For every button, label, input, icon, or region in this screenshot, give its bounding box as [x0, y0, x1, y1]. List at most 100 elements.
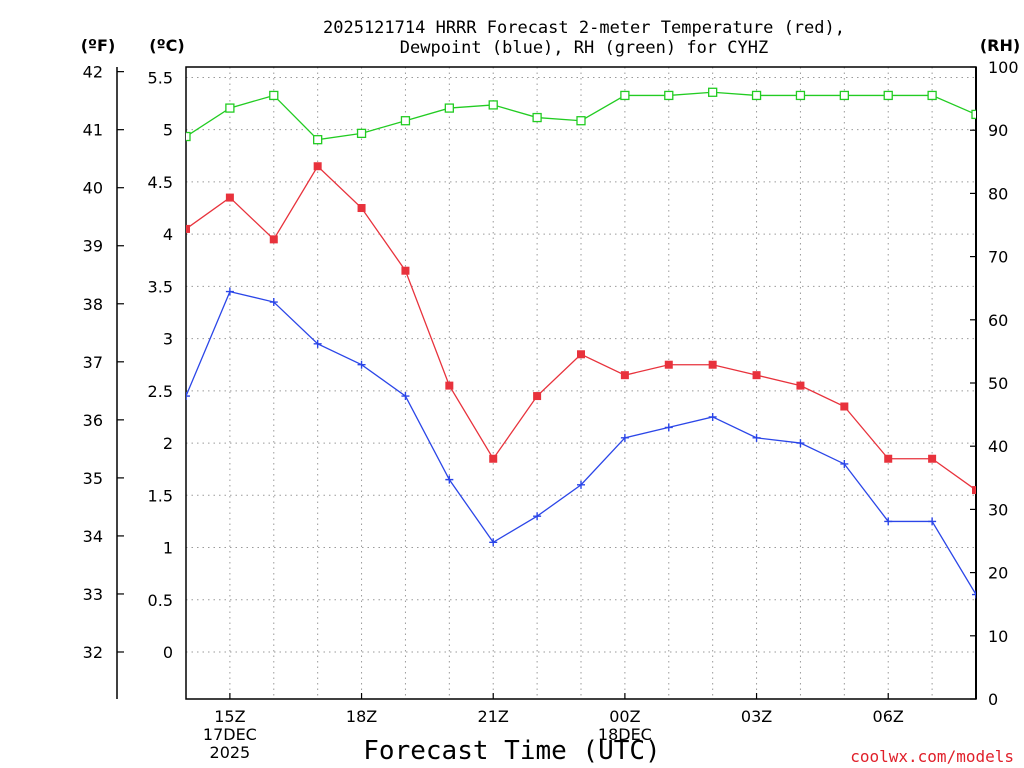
- x-tick-label: 06Z: [873, 707, 904, 726]
- rh-point: [186, 131, 191, 142]
- y-tick-label-celsius: 3.5: [148, 277, 173, 296]
- y-tick-label-rh: 70: [988, 248, 1008, 267]
- rh-point: [576, 116, 586, 126]
- y-tick-label-rh: 80: [988, 184, 1008, 203]
- dewpoint-point: [445, 475, 454, 484]
- temperature-point: [840, 402, 849, 411]
- dewpoint-point: [489, 538, 498, 547]
- y-tick-label-fahrenheit: 41: [83, 121, 103, 140]
- dewpoint-point: [269, 298, 278, 307]
- y-tick-label-rh: 10: [988, 627, 1008, 646]
- data-series: [186, 87, 976, 599]
- rh-point: [971, 109, 976, 120]
- y-tick-label-celsius: 1: [163, 539, 173, 558]
- y-tick-label-fahrenheit: 34: [83, 527, 103, 546]
- y-tick-label-rh: 90: [988, 121, 1008, 140]
- y-tick-label-rh: 100: [988, 58, 1019, 77]
- y-tick-label-fahrenheit: 35: [83, 469, 103, 488]
- series-dewpoint: [186, 287, 976, 599]
- y-tick-label-celsius: 1.5: [148, 486, 173, 505]
- x-tick-label: 2025: [210, 743, 251, 762]
- axes: [116, 66, 977, 700]
- y-tick-label-rh: 0: [988, 690, 998, 709]
- dewpoint-point: [357, 360, 366, 369]
- dewpoint-point: [928, 517, 937, 526]
- rh-point: [883, 90, 893, 101]
- temperature-point: [533, 392, 542, 401]
- dewpoint-point: [752, 433, 761, 442]
- y-tick-label-celsius: 0: [163, 643, 173, 662]
- y-tick-label-celsius: 4: [163, 225, 173, 244]
- temperature-point: [401, 266, 410, 275]
- rh-point: [532, 112, 542, 123]
- y-tick-label-celsius: 2.5: [148, 382, 173, 401]
- grid-lines: [186, 67, 976, 699]
- temperature-point: [664, 360, 673, 369]
- y-tick-label-celsius: 5.5: [148, 68, 173, 87]
- y-tick-label-celsius: 2: [163, 434, 173, 453]
- temperature-point: [577, 350, 585, 359]
- dewpoint-point: [708, 412, 717, 421]
- rh-line: [186, 91, 976, 141]
- rh-point: [400, 116, 411, 126]
- y-tick-label-rh: 40: [988, 437, 1008, 456]
- temperature-point: [269, 235, 278, 244]
- temperature-point: [972, 486, 976, 495]
- temperature-point: [884, 454, 893, 463]
- y-tick-label-fahrenheit: 32: [83, 643, 103, 662]
- dewpoint-point: [620, 433, 629, 442]
- rh-point: [795, 90, 806, 101]
- y-tick-label-fahrenheit: 40: [83, 179, 103, 198]
- rh-point: [839, 90, 849, 101]
- dewpoint-point: [840, 459, 849, 468]
- dewpoint-point: [577, 480, 585, 489]
- temperature-point: [752, 371, 761, 380]
- chart-title-line1: 2025121714 HRRR Forecast 2-meter Tempera…: [323, 18, 845, 38]
- temperature-point: [620, 371, 629, 380]
- x-tick-label: 17DEC: [203, 725, 257, 744]
- dewpoint-point: [796, 439, 805, 448]
- dewpoint-point: [972, 590, 976, 599]
- x-axis-title: Forecast Time (UTC): [363, 736, 660, 766]
- dewpoint-point: [225, 287, 234, 296]
- y-tick-label-fahrenheit: 37: [83, 353, 103, 372]
- y-tick-label-fahrenheit: 42: [83, 63, 103, 82]
- y-tick-label-rh: 50: [988, 374, 1008, 393]
- rh-point: [708, 87, 718, 97]
- rh-point: [488, 100, 498, 110]
- temperature-point: [313, 162, 322, 171]
- rh-point: [444, 103, 454, 113]
- dewpoint-point: [313, 339, 322, 348]
- source-credit: coolwx.com/models: [850, 747, 1014, 766]
- temperature-point: [489, 454, 498, 463]
- y-tick-label-celsius: 4.5: [148, 173, 173, 192]
- unit-label-celsius: (ºC): [149, 36, 184, 55]
- y-tick-label-celsius: 3: [163, 330, 173, 349]
- dewpoint-point: [401, 392, 410, 401]
- x-tick-label: 03Z: [741, 707, 772, 726]
- x-tick-label: 18DEC: [598, 725, 652, 744]
- rh-point: [225, 103, 235, 113]
- y-tick-label-fahrenheit: 36: [83, 411, 103, 430]
- tick-labels: 0 0.5 1 1.5 2 2.5 3 3.5 4 4.5 5 5.5 32 33 34 35 36 37 38 39…: [83, 58, 1019, 762]
- temperature-point: [928, 454, 937, 463]
- y-tick-label-celsius: 5: [163, 121, 173, 140]
- y-tick-label-rh: 30: [988, 500, 1008, 519]
- rh-point: [751, 90, 762, 101]
- dewpoint-point: [884, 517, 893, 526]
- series-rh: [186, 87, 976, 145]
- y-tick-label-fahrenheit: 33: [83, 585, 103, 604]
- rh-point: [313, 135, 323, 145]
- series-temperature: [186, 162, 976, 495]
- y-tick-label-fahrenheit: 38: [83, 295, 103, 314]
- temperature-point: [445, 381, 454, 390]
- y-tick-label-celsius: 0.5: [148, 591, 173, 610]
- y-tick-label-rh: 60: [988, 311, 1008, 330]
- x-tick-label: 21Z: [478, 707, 509, 726]
- dewpoint-point: [664, 423, 673, 432]
- temperature-point: [708, 360, 717, 369]
- rh-point: [620, 90, 630, 101]
- x-tick-label: 15Z: [214, 707, 245, 726]
- rh-point: [356, 128, 367, 139]
- rh-point: [269, 90, 279, 101]
